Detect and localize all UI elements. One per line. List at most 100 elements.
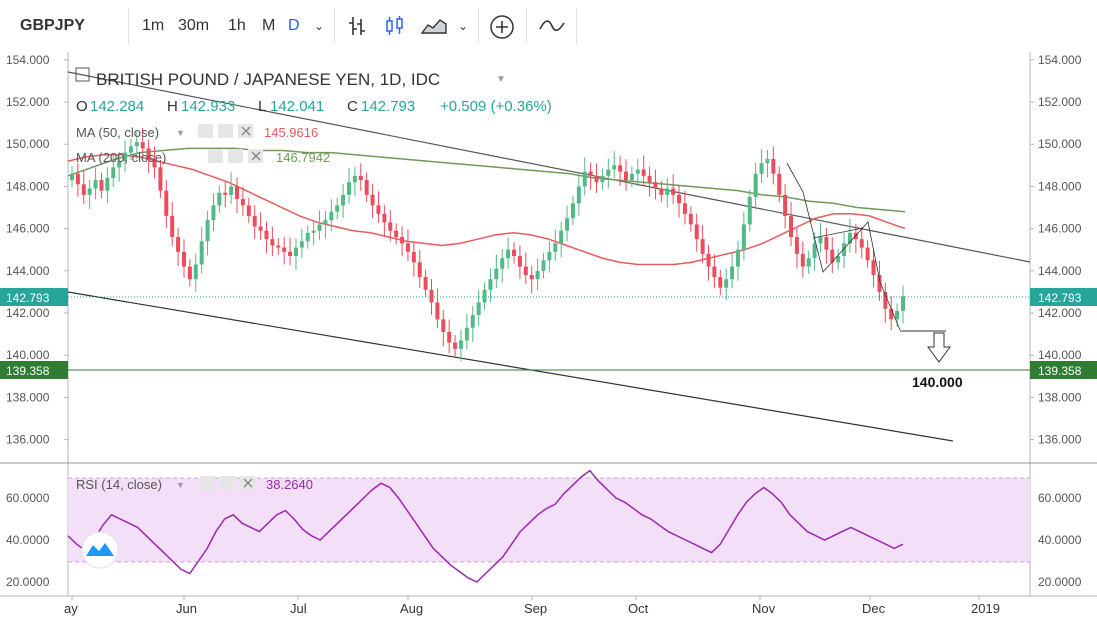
candle-body [588, 171, 593, 176]
logo-icon [86, 543, 114, 556]
candle-body [653, 182, 658, 189]
candle-body [865, 247, 870, 261]
candle-body [783, 194, 788, 216]
candle-body [323, 220, 328, 225]
toolbar-divider [576, 8, 577, 44]
price-tick-label-right: 142.000 [1038, 306, 1082, 320]
candle-body [152, 158, 157, 168]
interval-30m-button[interactable]: 30m [178, 17, 210, 34]
candle-body [382, 213, 387, 223]
price-tick-label-left: 154.000 [6, 53, 50, 67]
candle-body [264, 230, 269, 240]
ohlc-c-value: 142.793 [361, 98, 415, 115]
candle-body [75, 173, 80, 185]
rsi-tick-label-right: 20.0000 [1038, 575, 1082, 589]
time-axis-label: Aug [400, 601, 423, 616]
candle-body [647, 175, 652, 183]
price-tick-label-left: 144.000 [6, 264, 50, 278]
chart-area[interactable]: 154.000 154.000 152.000 152.000 150.000 150.0… [0, 52, 1097, 625]
interval-1m-button[interactable]: 1m [142, 17, 165, 34]
time-axis-label: ay [64, 601, 78, 616]
target-arrow-icon[interactable] [927, 332, 951, 363]
candle-body [435, 302, 440, 320]
rsi-line[interactable] [67, 469, 904, 583]
rsi-dropdown-icon[interactable]: ▼ [176, 480, 185, 490]
time-axis-label: Oct [628, 601, 649, 616]
interval-dropdown-icon[interactable]: ⌄ [314, 19, 325, 33]
candle-body [883, 291, 888, 309]
candle-body [889, 308, 894, 320]
candle-body [270, 239, 275, 246]
candle-body [99, 180, 104, 191]
rsi-tick-label-left: 20.0000 [6, 575, 50, 589]
ma50-line[interactable] [67, 154, 906, 266]
ma50-legend-value: 145.9616 [264, 125, 318, 140]
pattern-neckline[interactable] [812, 227, 864, 239]
ohlc-change: +0.509 (+0.36%) [440, 98, 552, 115]
candle-body [81, 184, 86, 195]
candle-body [712, 266, 717, 278]
rsi-settings-icons[interactable] [200, 476, 255, 490]
candle-body [688, 213, 693, 225]
candle-body [276, 245, 281, 248]
candle-body [164, 190, 169, 216]
ma200-line[interactable] [67, 147, 906, 213]
last-price-tag-right [1030, 288, 1097, 306]
wave-pattern-drawing[interactable] [786, 162, 901, 331]
candle-body [771, 158, 776, 174]
candle-body [311, 230, 316, 233]
candle-body [193, 264, 198, 280]
price-tick-label-left: 152.000 [6, 95, 50, 109]
ma200-legend-label: MA (200, close) [76, 150, 166, 165]
area-chart-icon[interactable] [420, 15, 448, 43]
price-tick-label-left: 148.000 [6, 179, 50, 193]
candle-body [252, 215, 257, 227]
candle-body [694, 224, 699, 240]
candle-body [87, 188, 92, 195]
candles-icon[interactable] [384, 15, 406, 43]
candle-body [376, 205, 381, 214]
price-tick-label-right: 154.000 [1038, 53, 1082, 67]
candle-body [240, 199, 245, 206]
ohlc-o-label: O [76, 98, 88, 115]
chart-type-dropdown-icon[interactable]: ⌄ [458, 19, 469, 33]
symbol-selector[interactable]: GBPJPY [20, 17, 85, 34]
compare-icon[interactable] [538, 16, 566, 44]
candle-body [246, 205, 251, 216]
candle-body [317, 224, 322, 231]
time-axis-label: 2019 [971, 601, 1000, 616]
candle-body [128, 146, 133, 153]
price-tick-label-left: 150.000 [6, 137, 50, 151]
title-dropdown-icon[interactable]: ▼ [496, 74, 506, 85]
candle-body [223, 192, 228, 195]
time-axis-label: Sep [524, 601, 547, 616]
candle-body [718, 277, 723, 288]
ma200-settings-icons[interactable] [208, 149, 263, 163]
ma50-settings-icons[interactable] [198, 124, 253, 138]
candle-body [158, 167, 163, 191]
candle-body [329, 211, 334, 221]
candle-body [417, 262, 422, 278]
support-tag-left [0, 361, 68, 379]
toolbar-divider [526, 8, 527, 44]
candle-body [671, 188, 676, 195]
candle-body [482, 289, 487, 303]
candle-body [205, 220, 210, 242]
candle-body [93, 180, 98, 189]
add-indicator-icon[interactable] [489, 14, 515, 42]
candle-body [842, 243, 847, 257]
price-tick-label-right: 136.000 [1038, 433, 1082, 447]
interval-D-button[interactable]: D [288, 17, 300, 34]
candle-body [146, 148, 151, 159]
candle-body [706, 253, 711, 267]
bar-chart-icon[interactable] [346, 15, 368, 43]
channel-lower-trendline[interactable] [67, 291, 954, 442]
candle-body [411, 251, 416, 263]
interval-M-button[interactable]: M [262, 17, 276, 34]
candle-body [488, 279, 493, 290]
interval-1h-button[interactable]: 1h [228, 17, 246, 34]
candle-body [618, 165, 623, 172]
ma50-dropdown-icon[interactable]: ▼ [176, 128, 185, 138]
collapse-legend-icon[interactable] [75, 67, 90, 82]
toolbar-divider [334, 8, 335, 44]
